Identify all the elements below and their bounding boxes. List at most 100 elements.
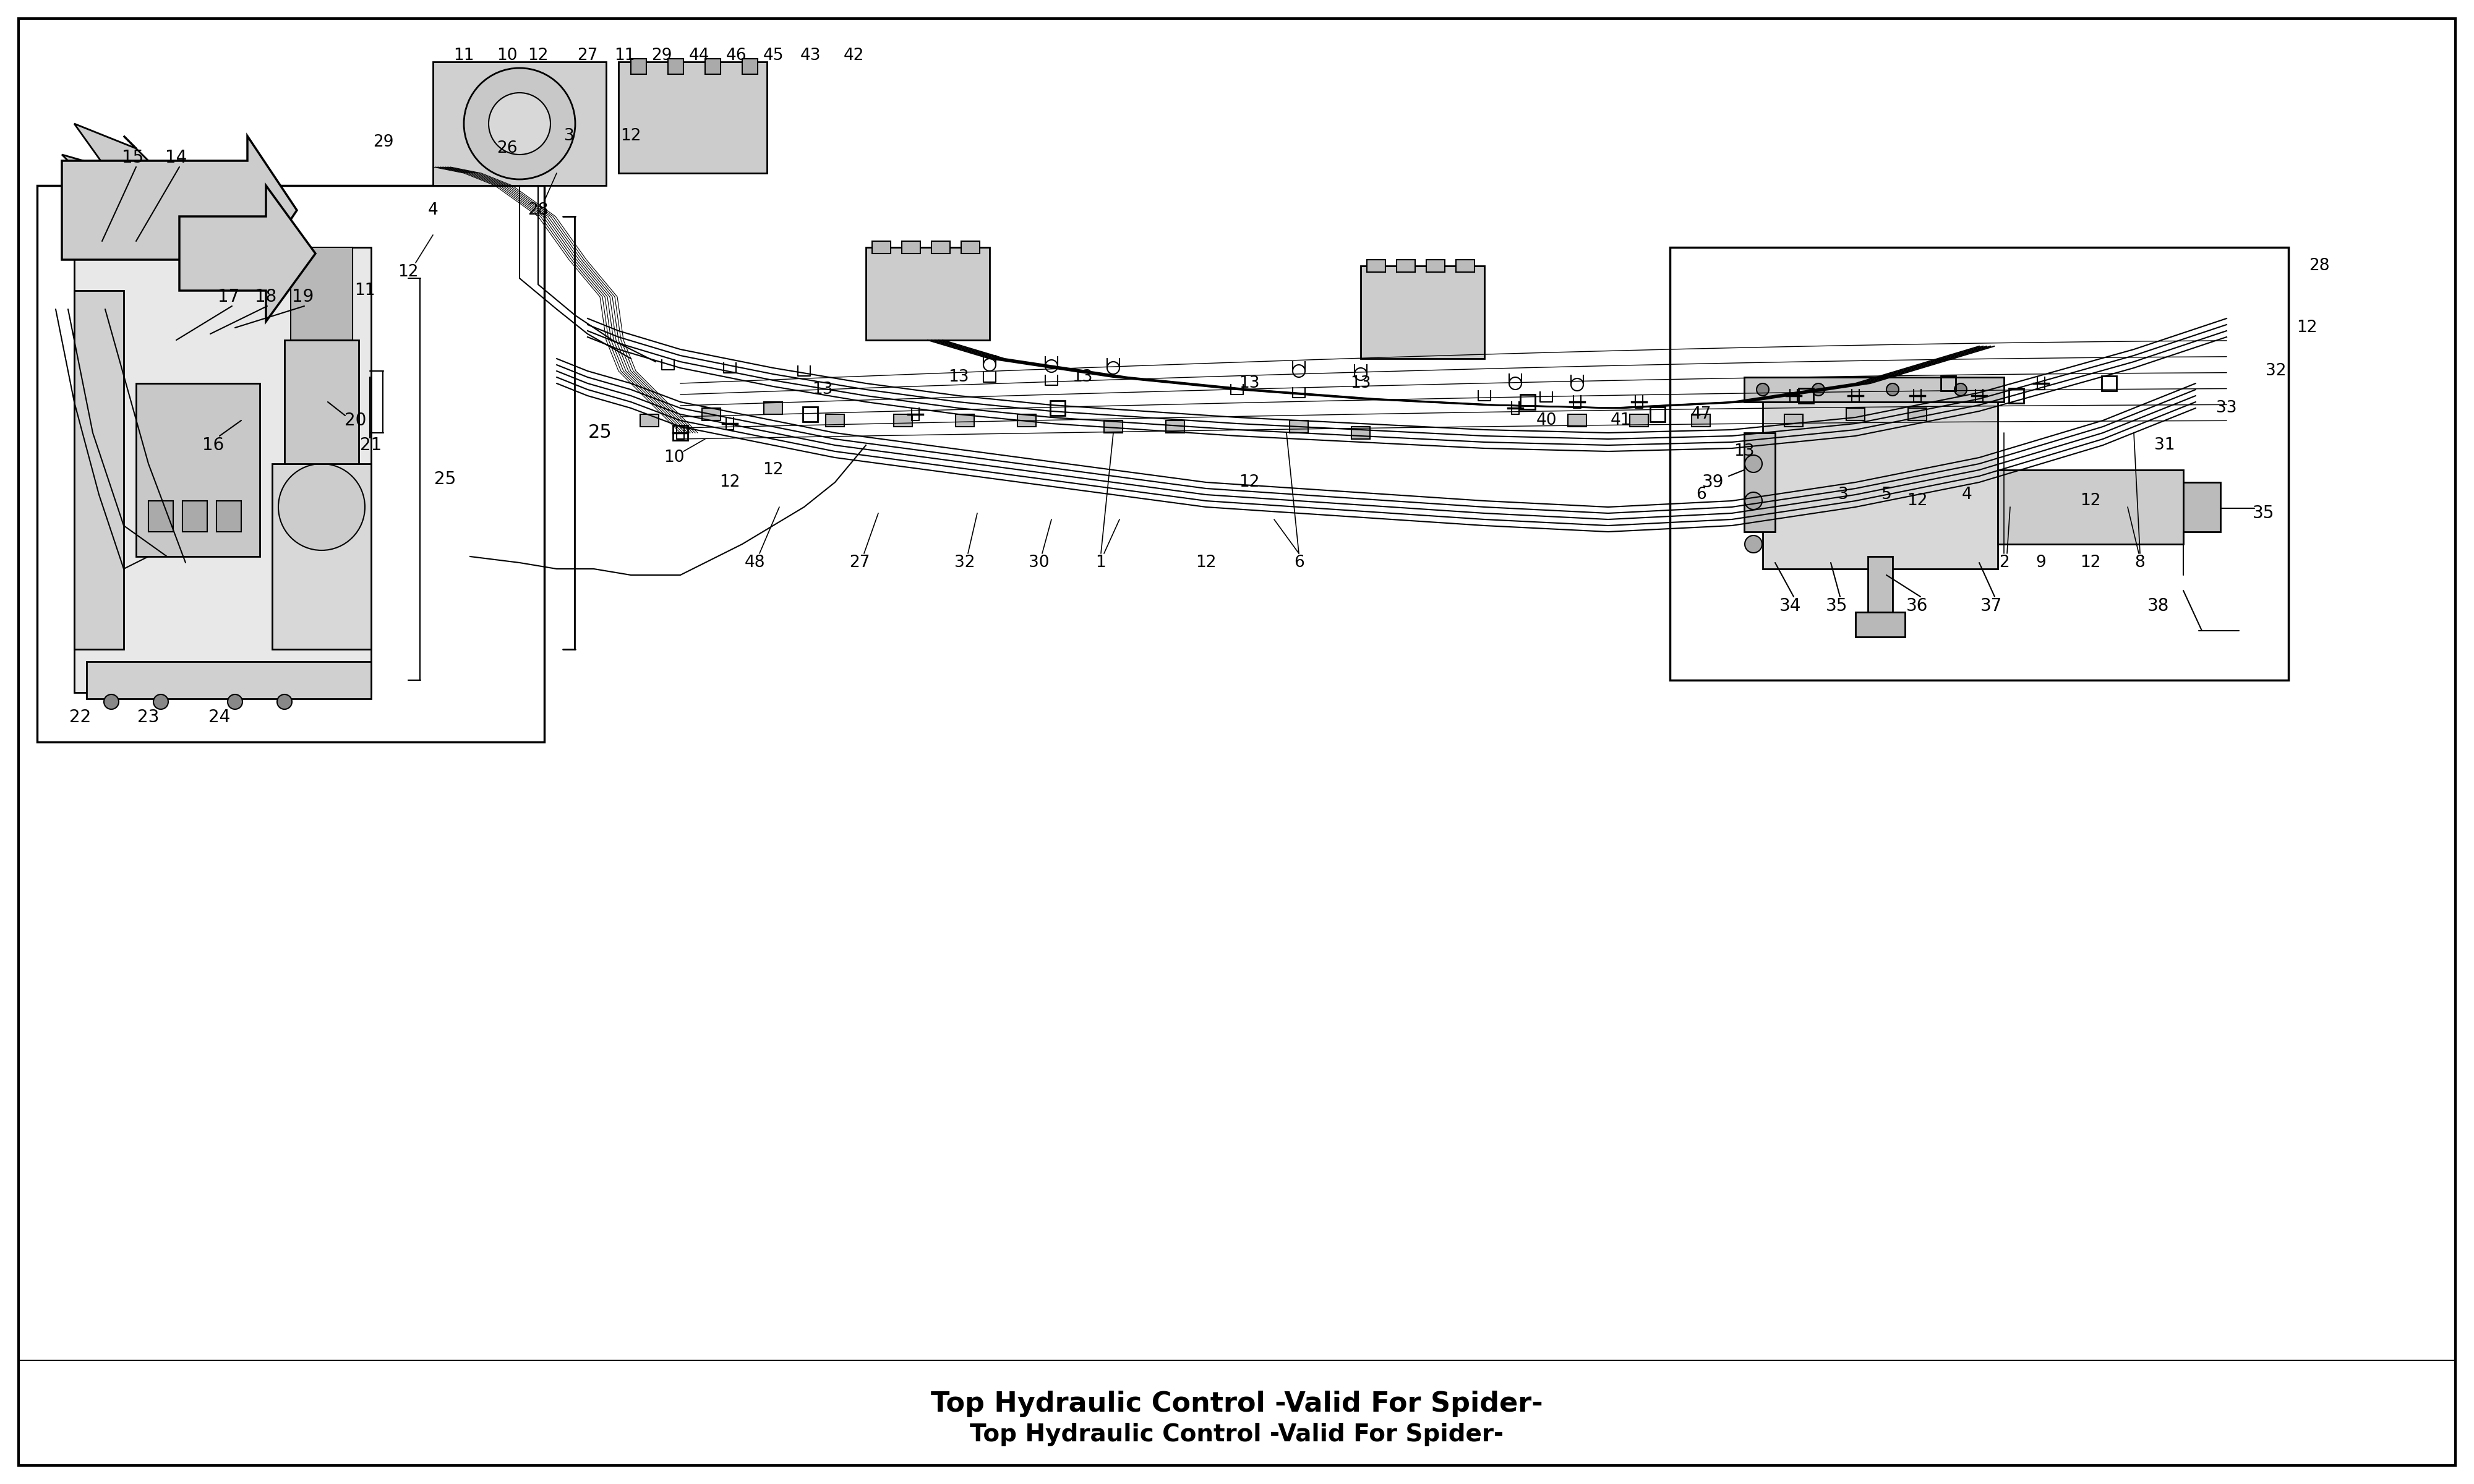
Bar (1670, 248, 2288, 680)
Text: 10: 10 (497, 47, 517, 64)
Bar (1519, 395, 1534, 410)
Bar (1692, 414, 1710, 427)
Text: 40: 40 (1536, 413, 1556, 429)
Text: 1: 1 (1096, 555, 1106, 571)
Circle shape (1811, 383, 1826, 396)
Text: 37: 37 (1982, 597, 2001, 614)
Text: 46: 46 (725, 47, 747, 64)
Text: 35: 35 (1826, 597, 1848, 614)
Bar (618, 62, 767, 174)
Bar (668, 59, 683, 74)
Text: 15: 15 (121, 148, 143, 166)
Bar (272, 463, 371, 650)
Text: 2: 2 (1999, 555, 2009, 571)
Circle shape (277, 695, 292, 709)
Bar (930, 240, 950, 254)
Text: 12: 12 (398, 264, 418, 280)
Text: 13: 13 (1239, 375, 1259, 392)
Bar (1361, 266, 1484, 359)
Text: 11: 11 (354, 282, 376, 298)
Text: 29: 29 (374, 134, 393, 150)
Text: 27: 27 (849, 555, 871, 571)
Bar (37, 186, 544, 742)
Text: 41: 41 (1611, 413, 1630, 429)
Bar (742, 59, 757, 74)
Bar (1455, 260, 1475, 272)
Bar (1650, 407, 1665, 421)
Text: 23: 23 (139, 708, 158, 726)
Text: 13: 13 (811, 381, 834, 398)
Bar (1049, 401, 1064, 416)
Bar (136, 383, 260, 556)
Bar (1868, 556, 1893, 619)
Text: 12: 12 (2081, 555, 2100, 571)
Text: 18: 18 (255, 288, 277, 306)
Circle shape (1744, 493, 1761, 509)
Circle shape (1757, 383, 1769, 396)
Text: 26: 26 (497, 141, 517, 156)
Text: 11: 11 (453, 47, 475, 64)
Bar (1940, 375, 1954, 390)
Bar (871, 240, 891, 254)
Bar (631, 59, 646, 74)
Text: 3: 3 (1838, 487, 1848, 503)
Bar (2103, 375, 2118, 390)
Text: 9: 9 (2036, 555, 2046, 571)
Bar (1799, 389, 1813, 404)
Text: 28: 28 (2308, 258, 2331, 275)
Text: 33: 33 (2217, 401, 2236, 416)
Text: 12: 12 (2296, 319, 2318, 335)
Bar (1351, 427, 1371, 439)
Text: 25: 25 (589, 424, 611, 442)
Text: 30: 30 (1029, 555, 1049, 571)
Text: 35: 35 (2254, 505, 2274, 522)
Bar (1395, 260, 1415, 272)
Bar (802, 407, 816, 421)
Bar (1017, 414, 1037, 427)
Text: 12: 12 (621, 128, 641, 144)
Bar (826, 414, 844, 427)
Text: 17: 17 (218, 288, 240, 306)
Bar (1165, 420, 1185, 433)
Text: 31: 31 (2155, 438, 2175, 453)
Bar (1999, 470, 2185, 545)
Bar (955, 414, 975, 427)
Text: 13: 13 (1351, 375, 1371, 392)
Bar (764, 402, 782, 414)
Text: 4: 4 (1962, 487, 1972, 503)
Text: 6: 6 (1695, 487, 1707, 503)
Polygon shape (62, 123, 173, 217)
Text: 12: 12 (527, 47, 549, 64)
Polygon shape (178, 186, 317, 322)
Circle shape (277, 463, 366, 551)
Circle shape (1744, 456, 1761, 472)
Text: Top Hydraulic Control -Valid For Spider-: Top Hydraulic Control -Valid For Spider- (930, 1391, 1544, 1417)
Circle shape (104, 695, 119, 709)
Text: 25: 25 (435, 470, 455, 488)
Bar (218, 500, 242, 531)
Bar (641, 414, 658, 427)
Bar (148, 500, 173, 531)
Text: 36: 36 (1907, 597, 1927, 614)
Bar (1289, 420, 1309, 433)
Bar (1103, 420, 1123, 433)
Text: 21: 21 (361, 436, 381, 454)
Circle shape (228, 695, 242, 709)
Bar (1569, 414, 1586, 427)
Text: 44: 44 (688, 47, 710, 64)
Bar (1784, 414, 1804, 427)
Bar (2185, 482, 2222, 531)
Text: 3: 3 (564, 128, 574, 144)
Bar (866, 248, 990, 340)
Circle shape (153, 695, 168, 709)
Text: 20: 20 (344, 411, 366, 429)
Text: 32: 32 (955, 555, 975, 571)
Bar (1744, 433, 1776, 531)
Text: 10: 10 (663, 450, 685, 466)
Text: 13: 13 (1071, 370, 1094, 386)
Text: 39: 39 (1702, 473, 1724, 491)
Bar (673, 426, 688, 441)
Bar (1630, 414, 1648, 427)
Circle shape (1744, 536, 1761, 552)
Text: 16: 16 (203, 436, 225, 454)
